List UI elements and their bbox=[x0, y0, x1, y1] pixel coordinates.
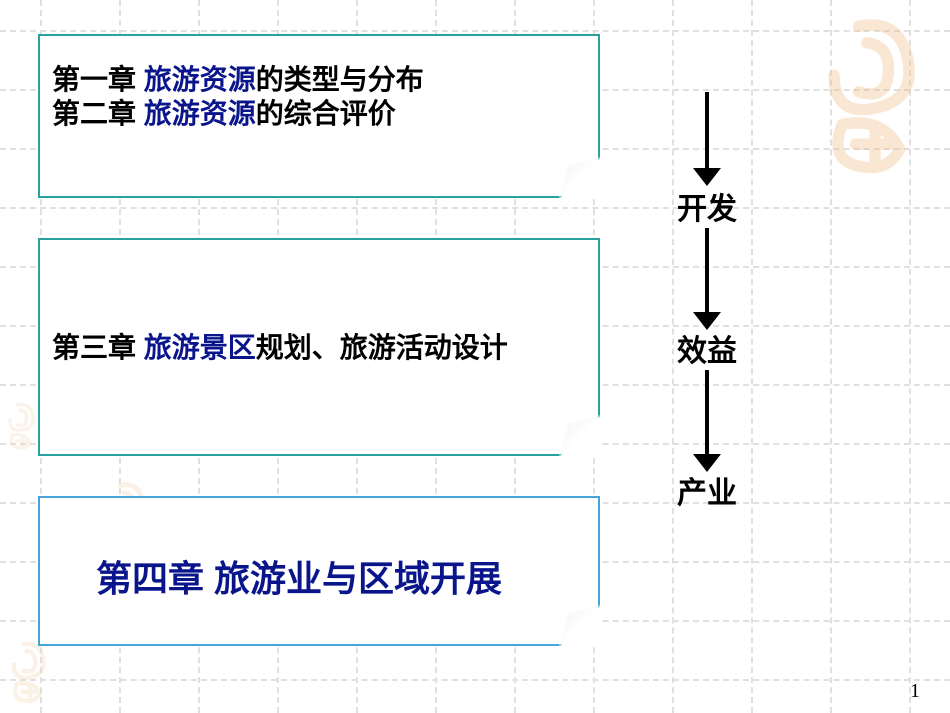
chapter-3-heading: 第三章 旅游景区规划、旅游活动设计 bbox=[52, 326, 508, 366]
flow-label-benefit: 效益 bbox=[677, 326, 737, 370]
arrow-down-icon bbox=[690, 228, 724, 330]
chapter-4-title: 第四章 旅游业与区域开展 bbox=[96, 550, 502, 602]
arrow-down-icon bbox=[690, 370, 724, 472]
arrow-down-icon bbox=[690, 92, 724, 186]
flow-label-develop: 开发 bbox=[677, 184, 737, 228]
page-number: 1 bbox=[910, 680, 920, 703]
page-curl-icon bbox=[560, 416, 600, 456]
page-curl-icon bbox=[560, 158, 600, 198]
flow-label-industry: 产业 bbox=[677, 468, 737, 512]
chapter-2-heading: 第二章 旅游资源的综合评价 bbox=[52, 92, 396, 132]
page-curl-icon bbox=[560, 606, 600, 646]
